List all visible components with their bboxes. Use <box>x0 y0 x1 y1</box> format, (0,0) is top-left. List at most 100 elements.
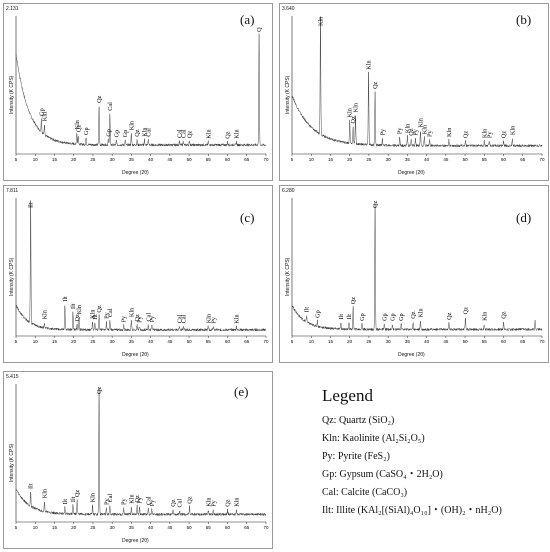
y-axis-label-d: Intensity (K CPS) <box>285 257 291 296</box>
peak-label: Qz <box>134 314 141 321</box>
x-tick-label: 10 <box>33 525 39 530</box>
peak-label: Kln <box>90 310 97 319</box>
x-tick-label: 65 <box>244 525 250 530</box>
peak-label: Gp <box>105 129 112 137</box>
x-tick-label: 55 <box>482 157 488 162</box>
panel-label-d: (d) <box>516 210 532 225</box>
xrd-plot-b: 5 10 15 20 25 30 35 40 45 50 55 60 65 70KlnKlnQzKlnKl… <box>291 16 545 162</box>
x-tick-label: 65 <box>520 339 526 344</box>
ymax-label-b: 3.640 <box>282 6 295 12</box>
peak-label: Kln <box>404 124 411 133</box>
panel-label-a: (a) <box>240 12 255 27</box>
x-tick-label: 10 <box>309 157 315 162</box>
peak-label: Cal <box>107 102 114 111</box>
x-tick-label: 35 <box>129 157 135 162</box>
peak-label: Kln <box>205 129 212 138</box>
peak-label: Qz <box>350 116 357 123</box>
panel-label-b: (b) <box>516 12 532 27</box>
peak-label: Gp <box>381 313 388 321</box>
x-tick-label: 30 <box>386 339 392 344</box>
panel-a: 5 10 15 20 25 30 35 40 45 50 55 60 65 70 Kln Gp Kln Qz Gp Q… <box>3 3 273 181</box>
x-tick-label: 40 <box>424 157 430 162</box>
x-axis-label-a: Degree (2θ) <box>122 170 149 176</box>
ymax-label-a: 2.131 <box>6 6 19 12</box>
y-axis-label-b: Intensity (K CPS) <box>285 75 291 114</box>
x-tick-label: 70 <box>263 525 269 530</box>
x-tick-label: 65 <box>520 157 526 162</box>
peak-label: Qz <box>134 495 141 502</box>
peak-label: Kln <box>128 121 135 130</box>
peak-label: Ilt <box>28 483 35 489</box>
x-tick-label: 70 <box>263 339 269 344</box>
peak-label: Kln <box>128 494 135 503</box>
x-tick-label: 40 <box>148 339 154 344</box>
panel-e: 5 10 15 20 25 30 35 40 45 50 55 60 65 70 Ilt Kln Ilt Ilt Q… <box>3 371 273 549</box>
x-tick-label: 25 <box>366 339 372 344</box>
peak-label: Cal <box>180 314 187 323</box>
x-tick-label: 60 <box>225 339 231 344</box>
panel-label-c: (c) <box>240 210 255 225</box>
peak-label: Py <box>397 127 404 134</box>
xrd-plot-c: 5 10 15 20 25 30 35 40 45 50 55 60 65 70IltKlnIltIltQ… <box>15 198 269 344</box>
peak-label: Gp <box>389 313 396 321</box>
peak-label: Py <box>210 316 217 323</box>
peak-label: Ilt <box>62 296 69 302</box>
peak-label: Ilt <box>70 496 77 502</box>
x-tick-label: 45 <box>443 157 449 162</box>
peak-label: Cal <box>180 129 187 138</box>
peak-label: Q <box>256 27 263 32</box>
peak-label: Qz <box>75 125 82 132</box>
peak-label: Qz <box>186 131 193 138</box>
peak-label: Kln <box>366 60 373 69</box>
x-tick-label: 30 <box>386 157 392 162</box>
peak-label: Ilt <box>92 314 99 320</box>
peak-label: Kln <box>41 489 48 498</box>
x-tick-label: 45 <box>167 525 173 530</box>
peak-label: Kln <box>481 312 488 321</box>
x-tick-label: 50 <box>463 339 469 344</box>
peak-label: Py <box>103 311 110 318</box>
x-tick-label: 20 <box>71 525 77 530</box>
y-axis-label-a: Intensity (K CPS) <box>9 75 15 114</box>
peak-label: Kln <box>141 127 148 136</box>
x-tick-label: 50 <box>187 525 193 530</box>
x-tick-label: 20 <box>71 157 77 162</box>
x-tick-label: 10 <box>33 339 39 344</box>
peak-label: Kln <box>421 125 428 134</box>
y-axis-label-e: Intensity (K CPS) <box>9 443 15 482</box>
legend-item-py: Py: Pyrite (FeS₂) <box>322 451 390 462</box>
panel-d: 5 10 15 20 25 30 35 40 45 50 55 60 65 70 Ilt Gp Ilt Ilt Qz… <box>279 185 549 363</box>
peak-label: Ilt <box>338 314 345 320</box>
peak-label: Kln <box>76 305 83 314</box>
peak-label: Kln <box>233 497 240 506</box>
peak-label: Qz <box>186 496 193 503</box>
peak-label: Kln <box>446 128 453 137</box>
peak-label: Qz <box>96 95 103 102</box>
y-axis-label-c: Intensity (K CPS) <box>9 257 15 296</box>
x-tick-label: 5 <box>15 525 18 530</box>
x-tick-label: 60 <box>225 525 231 530</box>
legend: Legend Qz: Quartz (SiO₂) Kln: Kaolinite … <box>322 386 542 520</box>
diffraction-line <box>15 388 267 517</box>
x-tick-label: 70 <box>539 157 545 162</box>
peak-label: Kln <box>233 314 240 323</box>
panel-b: 5 10 15 20 25 30 35 40 45 50 55 60 65 70 Kln Kln Qz Kln Kl… <box>279 3 549 181</box>
peak-label: Qz <box>410 311 417 318</box>
x-tick-label: 15 <box>52 339 58 344</box>
x-tick-label: 45 <box>167 157 173 162</box>
x-tick-label: 5 <box>15 157 18 162</box>
x-tick-label: 25 <box>90 157 96 162</box>
peak-label: Ilt <box>70 303 77 309</box>
x-axis-label-e: Degree (2θ) <box>122 538 149 544</box>
peak-label: Cal <box>107 308 114 317</box>
x-tick-label: 60 <box>225 157 231 162</box>
peak-label: Gp <box>38 108 45 116</box>
peak-label: Py <box>149 315 156 322</box>
x-tick-label: 5 <box>291 157 294 162</box>
peak-label: Py <box>136 315 143 322</box>
peak-label: Cal <box>176 499 183 508</box>
x-tick-label: 45 <box>167 339 173 344</box>
peak-label: Py <box>486 131 493 138</box>
